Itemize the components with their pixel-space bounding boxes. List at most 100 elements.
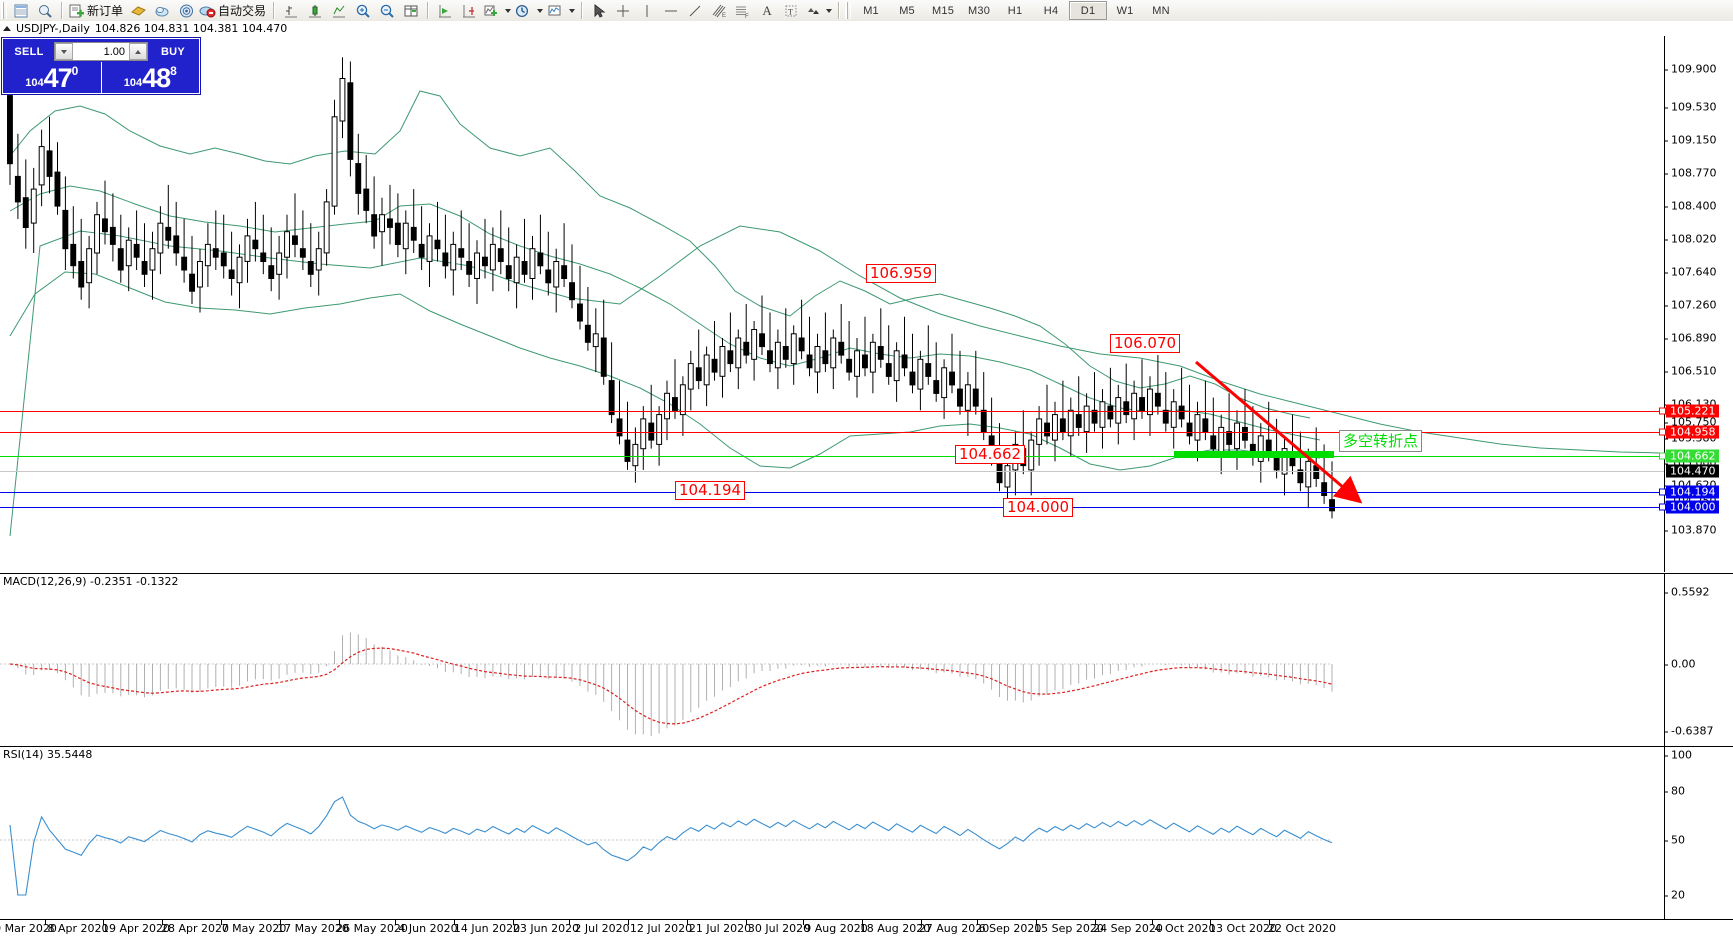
time-axis-label: 6 Sep 2020 (978, 922, 1042, 935)
signals-icon[interactable] (174, 1, 198, 20)
chevron-down-icon[interactable] (569, 8, 576, 13)
timeframe-h1[interactable]: H1 (1007, 4, 1023, 17)
mql-community-icon[interactable] (150, 1, 174, 20)
green-support-zone[interactable] (1174, 451, 1334, 458)
zoom-in-icon[interactable] (351, 1, 375, 20)
drag-handle[interactable] (1659, 452, 1666, 460)
hline-104194[interactable] (0, 492, 1664, 493)
vertical-line-icon[interactable] (635, 1, 659, 20)
drag-handle[interactable] (1659, 407, 1666, 415)
timeframe-w1[interactable]: W1 (1116, 4, 1134, 17)
timeframe-h4[interactable]: H4 (1043, 4, 1059, 17)
timeframe-mn[interactable]: MN (1152, 4, 1170, 17)
toolbar-separator-3 (427, 2, 430, 19)
shapes-icon[interactable] (803, 1, 834, 20)
annotation-104000[interactable]: 104.000 (1003, 498, 1074, 517)
time-axis-tick (1269, 920, 1270, 925)
time-axis-tick (1210, 920, 1211, 925)
sell-price-quote[interactable]: 104 47 0 (3, 62, 102, 93)
timeframe-d1[interactable]: D1 (1069, 1, 1108, 20)
text-label-icon[interactable]: T (779, 1, 803, 20)
price-tick: 108.770 (1665, 167, 1717, 180)
chart-shift-icon[interactable] (457, 1, 481, 20)
chevron-down-icon[interactable] (826, 8, 833, 13)
chart-symbol-header: USDJPY-,Daily 104.826 104.831 104.381 10… (0, 21, 1733, 37)
chevron-down-icon[interactable] (537, 8, 544, 13)
sell-button[interactable]: SELL (14, 45, 44, 58)
fibonacci-icon[interactable]: F (731, 1, 755, 20)
chevron-down-icon[interactable] (505, 8, 512, 13)
hline-104000[interactable] (0, 507, 1664, 508)
drag-handle[interactable] (1659, 488, 1666, 496)
price-label-104000[interactable]: 104.000 (1659, 500, 1719, 514)
macd-scale: 0.5592 0.00 -0.6387 (1665, 574, 1733, 746)
time-axis-label: 27 Aug 2020 (918, 922, 990, 935)
buy-price-quote[interactable]: 104 48 8 (102, 62, 200, 93)
rsi-axis-line (1664, 747, 1665, 919)
periods-icon[interactable] (513, 1, 545, 20)
buy-button[interactable]: BUY (160, 45, 186, 58)
drag-handle[interactable] (1659, 503, 1666, 511)
volume-input[interactable]: 1.00 (54, 42, 148, 61)
sell-price-big: 47 (43, 63, 73, 93)
rsi-tick: 50 (1665, 834, 1685, 847)
candlestick-chart-icon[interactable] (303, 1, 327, 20)
macd-chart-svg (0, 632, 1333, 736)
annotation-104662[interactable]: 104.662 (955, 445, 1026, 464)
volume-value: 1.00 (103, 45, 125, 58)
text-icon[interactable]: A (755, 1, 779, 20)
hline-104958[interactable] (0, 432, 1664, 433)
time-axis-tick (862, 920, 863, 925)
drag-handle[interactable] (1659, 428, 1666, 436)
macd-tick: -0.6387 (1665, 725, 1713, 738)
auto-scroll-icon[interactable] (433, 1, 457, 20)
crosshair-icon[interactable] (611, 1, 635, 20)
terminal-icon[interactable] (9, 1, 33, 20)
price-pane: 106.959 106.070 104.662 104.194 104.000 … (0, 36, 1733, 572)
one-click-trading-panel[interactable]: SELL 1.00 BUY 104 47 0 104 48 8 (2, 38, 200, 94)
cursor-icon[interactable] (587, 1, 611, 20)
auto-trading-button[interactable]: 自动交易 (198, 1, 269, 20)
data-grid-icon[interactable] (399, 1, 423, 20)
equidistant-channel-icon[interactable]: E (707, 1, 731, 20)
price-label-104194[interactable]: 104.194 (1659, 485, 1719, 499)
data-window-icon[interactable] (33, 1, 57, 20)
time-axis-label: 8 Apr 2020 (47, 922, 109, 935)
horizontal-line-icon[interactable] (659, 1, 683, 20)
annotation-104194[interactable]: 104.194 (675, 481, 746, 500)
hline-104662[interactable] (0, 456, 1664, 457)
price-scale[interactable]: 109.900 109.530 109.150 108.770 108.400 … (1659, 36, 1733, 572)
time-axis-tick (687, 920, 688, 925)
time-axis-tick (569, 920, 570, 925)
bar-chart-icon[interactable] (279, 1, 303, 20)
time-axis-label: 30 Mar 2020 (0, 922, 57, 935)
price-label-105221[interactable]: 105.221 (1659, 404, 1719, 418)
annotation-106959[interactable]: 106.959 (866, 264, 937, 283)
timeframe-m1[interactable]: M1 (863, 4, 879, 17)
macd-plot-area[interactable] (0, 574, 1664, 746)
price-plot-area[interactable] (0, 36, 1664, 572)
templates-icon[interactable] (545, 1, 577, 20)
indicators-icon[interactable] (481, 1, 513, 20)
annotation-106070[interactable]: 106.070 (1110, 334, 1181, 353)
volume-decrement-button[interactable] (55, 43, 73, 60)
annotation-turning-point[interactable]: 多空转折点 (1339, 430, 1423, 452)
expert-advisors-icon[interactable] (126, 1, 150, 20)
timeframe-m30[interactable]: M30 (968, 4, 991, 17)
price-label-104662[interactable]: 104.662 (1659, 449, 1719, 463)
rsi-plot-area[interactable] (0, 747, 1664, 919)
line-chart-icon[interactable] (327, 1, 351, 20)
collapse-triangle-icon[interactable] (3, 26, 11, 31)
zoom-out-icon[interactable] (375, 1, 399, 20)
volume-increment-button[interactable] (129, 43, 147, 60)
toolbar-grip-2[interactable] (845, 2, 852, 19)
new-order-button[interactable]: 新订单 (67, 1, 126, 20)
price-label-104958[interactable]: 104.958 (1659, 425, 1719, 439)
toolbar-grip-1[interactable] (1, 2, 7, 19)
timeframe-m15[interactable]: M15 (932, 4, 955, 17)
timeframe-m5[interactable]: M5 (899, 4, 915, 17)
price-tick: 109.150 (1665, 134, 1717, 147)
trendline-icon[interactable] (683, 1, 707, 20)
hline-105221[interactable] (0, 411, 1664, 412)
svg-text:F: F (745, 14, 749, 19)
